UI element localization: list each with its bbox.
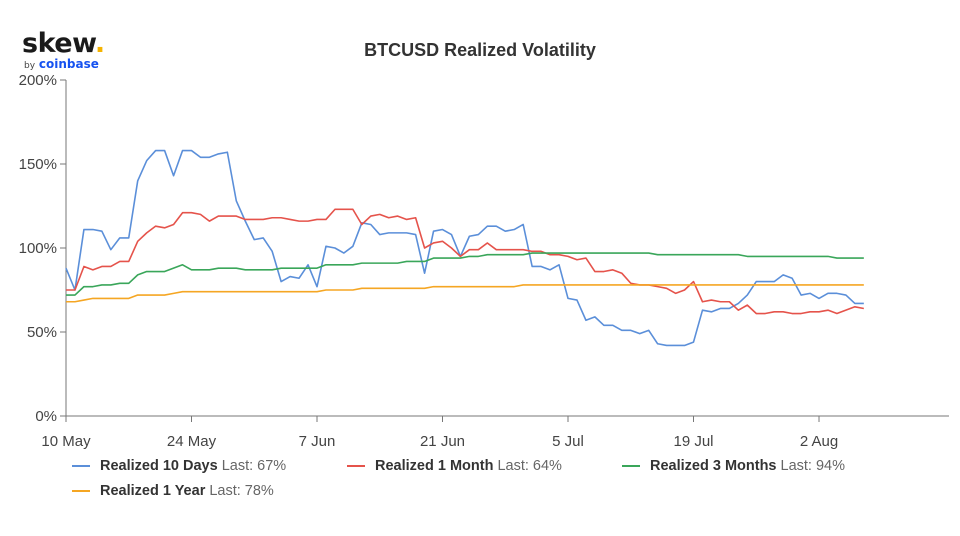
- legend-series-name: Realized 1 Year: [100, 483, 206, 499]
- series-line-3: [66, 252, 864, 296]
- y-tick-label: 100%: [19, 240, 57, 257]
- x-tick-label: 19 Jul: [673, 433, 713, 450]
- chart-title: BTCUSD Realized Volatility: [364, 40, 596, 60]
- legend-item-1[interactable]: Realized 10 Days Last: 67%: [72, 458, 286, 474]
- legend-series-name: Realized 1 Month: [375, 458, 494, 474]
- legend-item-3[interactable]: Realized 3 Months Last: 94%: [622, 458, 845, 474]
- legend-series-name: Realized 10 Days: [100, 458, 218, 474]
- legend-last-value: Last: 78%: [209, 483, 274, 499]
- y-tick-label: 150%: [19, 156, 57, 173]
- legend-last-value: Last: 94%: [780, 458, 846, 474]
- x-tick-label: 10 May: [41, 433, 91, 450]
- logo-dot: .: [94, 28, 105, 59]
- legend-swatch: [622, 465, 640, 467]
- y-tick-label: 50%: [27, 324, 57, 341]
- x-tick-label: 21 Jun: [420, 433, 465, 450]
- logo-partner: coinbase: [38, 57, 99, 71]
- x-tick-label: 5 Jul: [552, 433, 584, 450]
- legend-swatch: [72, 490, 90, 492]
- legend-swatch: [347, 465, 365, 467]
- legend-last-value: Last: 67%: [221, 458, 287, 474]
- x-tick-label: 2 Aug: [800, 433, 838, 450]
- legend-item-2[interactable]: Realized 1 Month Last: 64%: [347, 458, 562, 474]
- x-tick-label: 7 Jun: [299, 433, 336, 450]
- series-line-4: [66, 284, 864, 303]
- series-line-1: [65, 149, 864, 347]
- legend-item-4[interactable]: Realized 1 Year Last: 78%: [72, 483, 274, 499]
- y-tick-label: 0%: [35, 408, 57, 425]
- legend-last-value: Last: 64%: [497, 458, 562, 474]
- brand-logo: skew. by coinbase: [22, 30, 105, 72]
- series-line-2: [66, 208, 864, 315]
- legend-series-name: Realized 3 Months: [650, 458, 777, 474]
- y-tick-label: 200%: [19, 72, 57, 89]
- logo-by-text: by: [24, 61, 36, 71]
- x-tick-label: 24 May: [167, 433, 217, 450]
- logo-wordmark: skew: [22, 28, 95, 59]
- legend-swatch: [72, 465, 90, 467]
